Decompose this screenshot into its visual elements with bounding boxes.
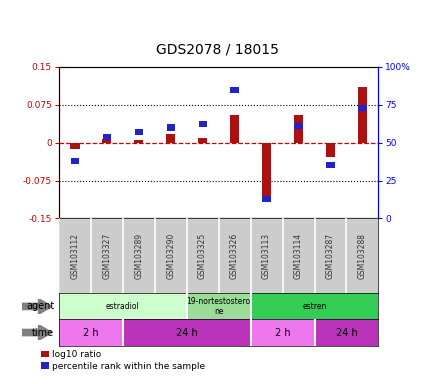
- Text: GSM103112: GSM103112: [70, 233, 79, 279]
- Bar: [261, 143, 271, 196]
- Bar: [262, 196, 270, 202]
- Bar: [186, 293, 250, 319]
- Bar: [165, 134, 175, 143]
- Bar: [250, 319, 314, 346]
- Text: GSM103327: GSM103327: [102, 233, 111, 279]
- Bar: [59, 319, 122, 346]
- Text: GSM103326: GSM103326: [230, 233, 239, 279]
- Text: GSM103289: GSM103289: [134, 233, 143, 279]
- Bar: [166, 124, 174, 131]
- Bar: [134, 140, 143, 143]
- Text: 24 h: 24 h: [175, 328, 197, 338]
- Bar: [293, 115, 302, 143]
- Bar: [70, 143, 79, 149]
- Polygon shape: [22, 299, 52, 314]
- Text: 2 h: 2 h: [274, 328, 289, 338]
- Bar: [326, 162, 334, 169]
- Polygon shape: [22, 325, 52, 340]
- Bar: [250, 293, 378, 319]
- Bar: [325, 143, 335, 157]
- Bar: [134, 129, 142, 135]
- Bar: [197, 137, 207, 143]
- Text: 19-nortestostero
ne: 19-nortestostero ne: [186, 297, 250, 316]
- Bar: [102, 139, 111, 143]
- Text: estren: estren: [302, 302, 326, 311]
- Bar: [59, 293, 186, 319]
- Text: GSM103288: GSM103288: [357, 233, 366, 279]
- Text: GDS2078 / 18015: GDS2078 / 18015: [156, 43, 278, 56]
- Bar: [70, 158, 79, 164]
- Text: estradiol: estradiol: [105, 302, 139, 311]
- Bar: [102, 134, 111, 140]
- Text: time: time: [32, 328, 54, 338]
- Bar: [358, 105, 366, 111]
- Bar: [230, 86, 238, 93]
- Bar: [198, 121, 206, 127]
- Text: GSM103325: GSM103325: [197, 233, 207, 279]
- Bar: [357, 87, 366, 143]
- Bar: [229, 115, 239, 143]
- Bar: [122, 319, 250, 346]
- Text: GSM103114: GSM103114: [293, 233, 302, 279]
- Bar: [294, 123, 302, 129]
- Text: agent: agent: [26, 301, 54, 311]
- Text: 24 h: 24 h: [335, 328, 357, 338]
- Bar: [314, 319, 378, 346]
- Text: GSM103290: GSM103290: [166, 233, 175, 279]
- Text: GSM103287: GSM103287: [325, 233, 334, 279]
- Text: 2 h: 2 h: [83, 328, 98, 338]
- Legend: log10 ratio, percentile rank within the sample: log10 ratio, percentile rank within the …: [41, 350, 205, 371]
- Text: GSM103113: GSM103113: [261, 233, 270, 279]
